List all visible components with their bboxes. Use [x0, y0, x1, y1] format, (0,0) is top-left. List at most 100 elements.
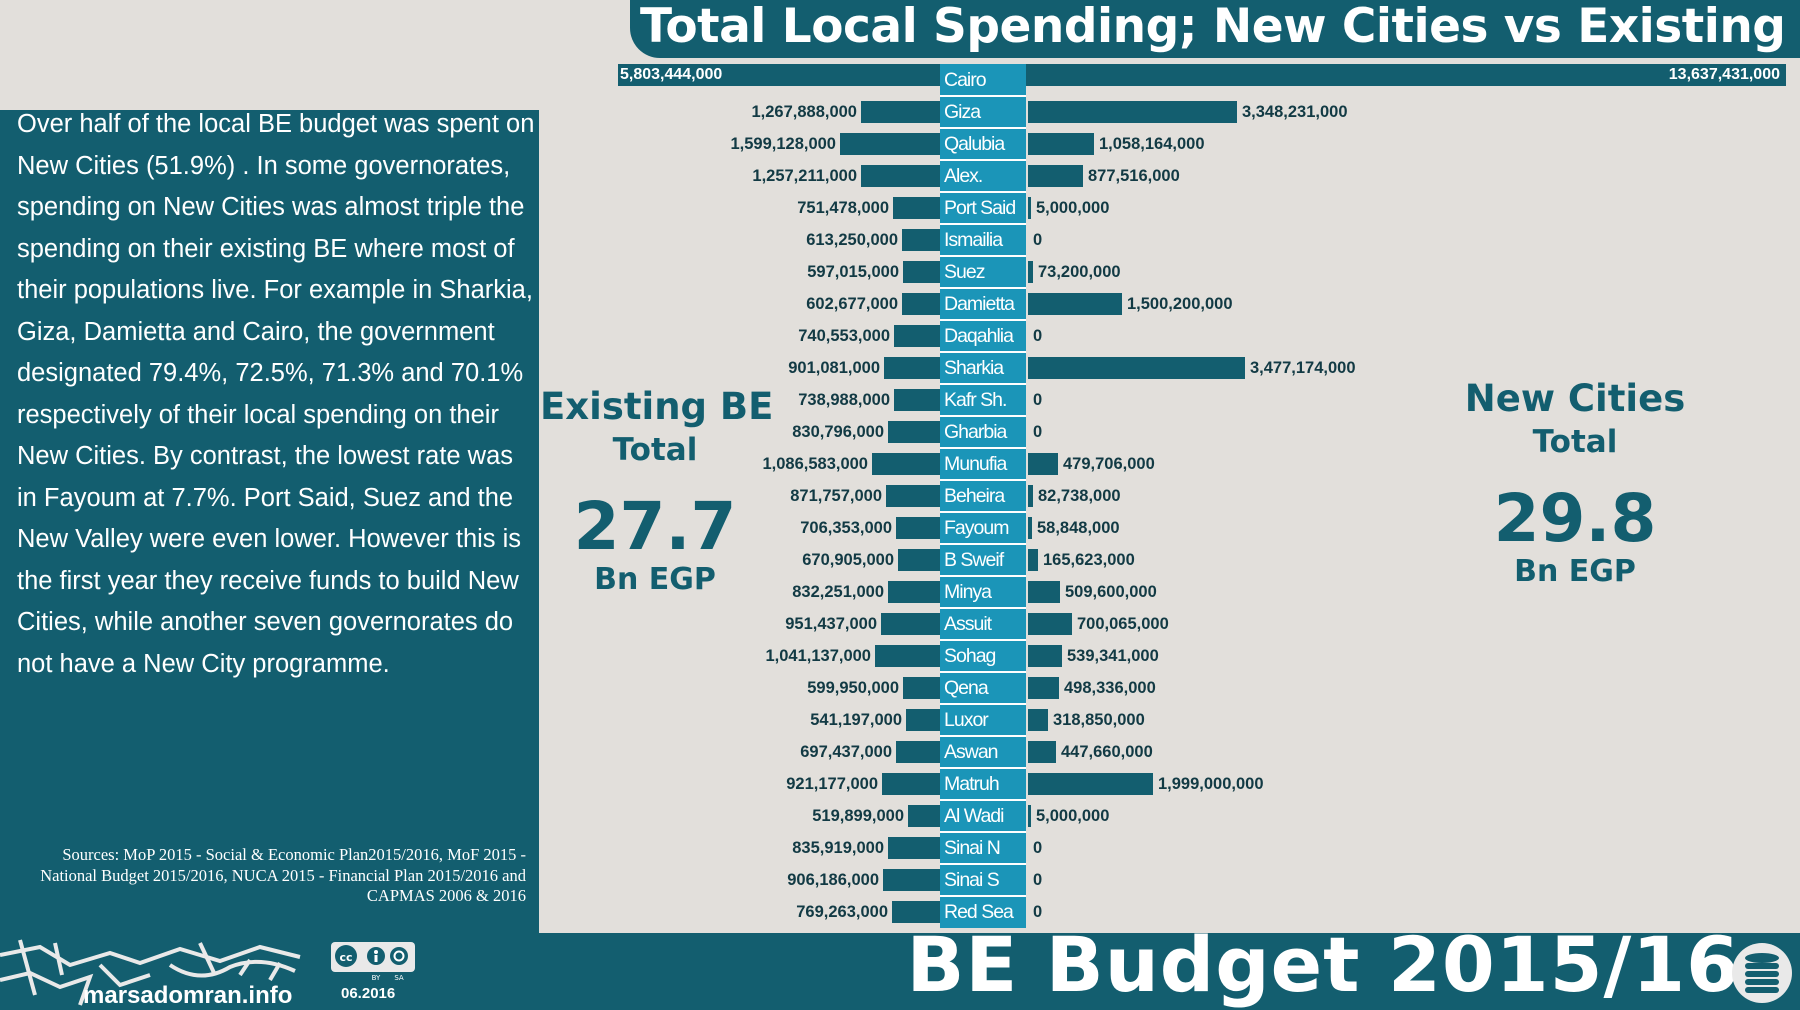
existing-total-value: 27.7	[573, 488, 737, 565]
existing-value-label: 519,899,000	[812, 807, 904, 825]
category-separator	[940, 895, 1026, 897]
new-total-label: New Cities	[1464, 377, 1686, 420]
description-paragraph: Over half of the local BE budget was spe…	[17, 110, 535, 678]
new-cities-value-label: 73,200,000	[1038, 263, 1121, 281]
footer-title: BE Budget 2015/16	[906, 920, 1740, 1009]
new-cities-value-label: 0	[1033, 839, 1043, 857]
category-separator	[940, 191, 1026, 193]
existing-bar	[896, 741, 940, 763]
existing-bar	[861, 101, 940, 123]
existing-value-label: 1,041,137,000	[765, 647, 871, 665]
category-label: Qalubia	[944, 133, 1005, 155]
category-separator	[940, 767, 1026, 769]
existing-value-label: 921,177,000	[786, 775, 878, 793]
title-bar	[630, 0, 1800, 58]
new-cities-value-label: 1,058,164,000	[1099, 135, 1205, 153]
category-label: Beheira	[944, 485, 1005, 507]
category-separator	[940, 159, 1026, 161]
category-separator	[940, 95, 1026, 97]
category-label: Minya	[944, 581, 992, 603]
existing-total-label: Existing BE	[540, 385, 774, 428]
new-cities-value-label: 1,500,200,000	[1127, 295, 1233, 313]
existing-bar	[883, 869, 940, 891]
category-label: Sinai N	[944, 837, 1001, 859]
chart-title: Total Local Spending; New Cities vs Exis…	[640, 0, 1800, 54]
new-cities-bar	[1028, 261, 1033, 283]
new-cities-bar	[1028, 165, 1083, 187]
existing-bar	[898, 549, 940, 571]
new-cities-value-label: 165,623,000	[1043, 551, 1135, 569]
new-cities-value-label: 877,516,000	[1088, 167, 1180, 185]
new-cities-value-label: 5,000,000	[1036, 807, 1110, 825]
existing-bar	[908, 805, 940, 827]
category-label: Suez	[944, 261, 985, 283]
new-cities-value-label: 0	[1033, 423, 1043, 441]
new-total-sublabel: Total	[1532, 424, 1618, 460]
category-separator	[940, 447, 1026, 449]
new-cities-bar	[1028, 645, 1062, 667]
svg-text:BY: BY	[372, 974, 381, 982]
existing-value-label: 541,197,000	[810, 711, 902, 729]
cairo-new-value: 13,637,431,000	[1668, 66, 1780, 83]
svg-text:cc: cc	[339, 951, 352, 964]
existing-bar	[861, 165, 940, 187]
category-label: Al Wadi	[944, 805, 1004, 827]
category-label: Sinai S	[944, 869, 1000, 891]
existing-value-label: 1,267,888,000	[751, 103, 857, 121]
website-label: marsadomran.info	[83, 982, 293, 1009]
existing-bar	[840, 133, 940, 155]
cairo-bar-line	[618, 64, 1786, 86]
category-label: Munufia	[944, 453, 1007, 475]
new-cities-bar	[1028, 453, 1058, 475]
category-label: Damietta	[944, 293, 1015, 315]
category-separator	[940, 383, 1026, 385]
new-cities-value-label: 700,065,000	[1077, 615, 1169, 633]
existing-bar	[888, 581, 940, 603]
existing-bar	[886, 485, 940, 507]
new-cities-value-label: 1,999,000,000	[1158, 775, 1264, 793]
new-cities-bar	[1028, 677, 1059, 699]
new-cities-value-label: 0	[1033, 391, 1043, 409]
existing-value-label: 751,478,000	[797, 199, 889, 217]
new-cities-value-label: 0	[1033, 231, 1043, 249]
new-cities-bar	[1028, 773, 1153, 795]
new-cities-bar	[1028, 709, 1048, 731]
new-cities-bar	[1028, 101, 1237, 123]
existing-value-label: 613,250,000	[806, 231, 898, 249]
existing-value-label: 597,015,000	[807, 263, 899, 281]
category-separator	[940, 863, 1026, 865]
category-label: B Sweif	[944, 549, 1004, 571]
category-label: Port Said	[944, 197, 1016, 219]
category-separator	[940, 223, 1026, 225]
existing-value-label: 602,677,000	[806, 295, 898, 313]
existing-value-label: 697,437,000	[800, 743, 892, 761]
category-separator	[940, 831, 1026, 833]
category-separator	[940, 415, 1026, 417]
existing-value-label: 670,905,000	[802, 551, 894, 569]
category-label: Ismailia	[944, 229, 1003, 251]
category-label: Cairo	[944, 69, 987, 91]
new-cities-bar	[1028, 517, 1032, 539]
new-cities-value-label: 498,336,000	[1064, 679, 1156, 697]
category-label: Alex.	[944, 165, 983, 187]
category-label: Giza	[944, 101, 981, 123]
coin-stack-icon	[1732, 943, 1792, 1003]
category-label: Fayoum	[944, 517, 1009, 539]
existing-bar	[903, 677, 940, 699]
existing-bar	[872, 453, 940, 475]
existing-bar	[875, 645, 940, 667]
existing-total-sublabel: Total	[612, 432, 698, 468]
category-label: Qena	[944, 677, 989, 699]
existing-value-label: 738,988,000	[798, 391, 890, 409]
new-cities-value-label: 3,348,231,000	[1242, 103, 1348, 121]
category-separator	[940, 127, 1026, 129]
existing-bar	[884, 357, 940, 379]
category-separator	[940, 511, 1026, 513]
new-cities-bar	[1028, 357, 1245, 379]
category-separator	[940, 639, 1026, 641]
category-separator	[940, 735, 1026, 737]
new-cities-value-label: 3,477,174,000	[1250, 359, 1356, 377]
category-label: Luxor	[944, 709, 989, 731]
new-total-unit: Bn EGP	[1514, 554, 1636, 589]
category-label: Sohag	[944, 645, 996, 667]
